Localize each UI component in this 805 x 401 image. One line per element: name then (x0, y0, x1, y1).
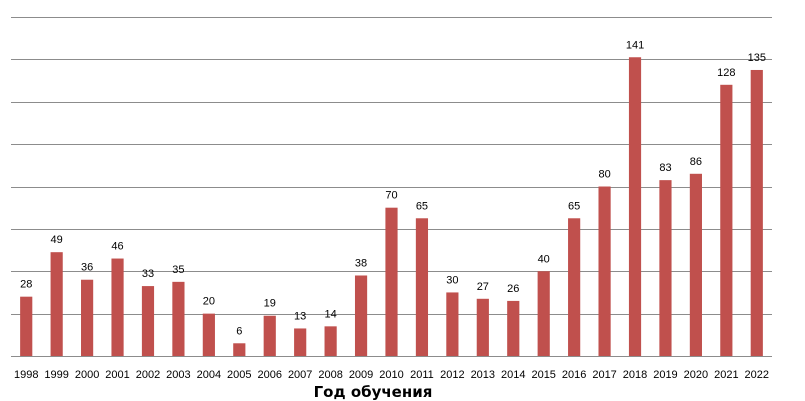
data-label: 13 (294, 310, 306, 322)
bar-1999 (50, 252, 63, 356)
x-tick-label: 2016 (562, 369, 586, 381)
x-tick-label: 2017 (592, 369, 616, 381)
x-tick-label: 2014 (501, 369, 525, 381)
x-tick-label: 2022 (745, 369, 769, 381)
x-tick-label: 2005 (227, 369, 251, 381)
bar-2009 (354, 275, 368, 356)
x-tick-label: 1999 (44, 369, 68, 381)
bar-2003 (172, 281, 185, 356)
data-label: 28 (20, 279, 32, 291)
data-label: 38 (355, 257, 367, 269)
x-tick-label: 2006 (257, 369, 281, 381)
x-tick-label: 2000 (75, 369, 99, 381)
data-label: 65 (416, 200, 428, 212)
data-label: 6 (236, 325, 242, 337)
data-label: 14 (324, 308, 336, 320)
data-label: 83 (659, 162, 671, 174)
x-tick-label: 2013 (471, 369, 495, 381)
x-tick-label: 2010 (379, 369, 403, 381)
data-label: 49 (51, 234, 63, 246)
x-tick-labels: 1998 1999 2000 2001 2002 2003 2004 2005 2006 2007… (14, 369, 769, 381)
bar-2000 (81, 279, 94, 356)
data-label: 35 (172, 264, 184, 276)
data-label: 20 (203, 296, 215, 308)
x-tick-label: 2003 (166, 369, 190, 381)
x-tick-label: 2007 (288, 369, 312, 381)
x-tick-label: 2021 (714, 369, 738, 381)
bar-2006 (263, 315, 276, 356)
data-labels: 28 49 36 46 33 35 20 6 19 13 14 38 70 65 30 27 26 40 65 80 1… (20, 39, 766, 337)
data-label: 33 (142, 268, 154, 280)
bar-1998 (20, 296, 33, 356)
data-label: 141 (626, 39, 644, 51)
x-tick-label: 2008 (318, 369, 342, 381)
bar-2011 (415, 218, 429, 356)
data-label: 65 (568, 200, 580, 212)
bar-2022 (750, 69, 763, 356)
x-tick-label: 2015 (531, 369, 555, 381)
bar-2010 (385, 207, 398, 356)
data-label: 36 (81, 262, 93, 274)
data-label: 30 (446, 274, 458, 286)
bar-2019 (659, 180, 672, 356)
bar-2014 (507, 300, 520, 356)
bar-2021 (720, 84, 733, 357)
data-label: 86 (690, 156, 702, 168)
data-label: 26 (507, 283, 519, 295)
x-tick-label: 2004 (197, 369, 221, 381)
bar-2020 (689, 173, 702, 356)
data-label: 135 (748, 52, 766, 64)
data-label: 40 (538, 253, 550, 265)
x-axis-title: Год обучения (314, 383, 433, 401)
x-tick-label: 2001 (105, 369, 129, 381)
bar-2018 (628, 57, 642, 356)
bar-2017 (598, 186, 611, 356)
bar-2002 (141, 286, 155, 356)
bar-2012 (446, 292, 459, 356)
bar-2007 (294, 328, 307, 356)
bar-2008 (324, 326, 337, 356)
bar-2005 (233, 343, 246, 356)
data-label: 19 (264, 298, 276, 310)
x-tick-label: 2002 (136, 369, 160, 381)
bar-2013 (476, 298, 489, 356)
bar-2004 (202, 313, 215, 356)
bar-2015 (537, 271, 550, 356)
bars (20, 57, 763, 357)
x-tick-label: 2011 (410, 369, 434, 381)
x-tick-label: 1998 (14, 369, 38, 381)
data-label: 70 (385, 190, 397, 202)
x-tick-label: 2020 (684, 369, 708, 381)
bar-2001 (111, 258, 124, 356)
x-tick-label: 2009 (349, 369, 373, 381)
data-label: 80 (598, 169, 610, 181)
data-label: 27 (477, 281, 489, 293)
data-label: 128 (717, 67, 735, 79)
data-label: 46 (111, 241, 123, 253)
x-tick-label: 2012 (440, 369, 464, 381)
x-tick-label: 2018 (623, 369, 647, 381)
x-tick-label: 2019 (653, 369, 677, 381)
bar-2016 (568, 218, 581, 356)
